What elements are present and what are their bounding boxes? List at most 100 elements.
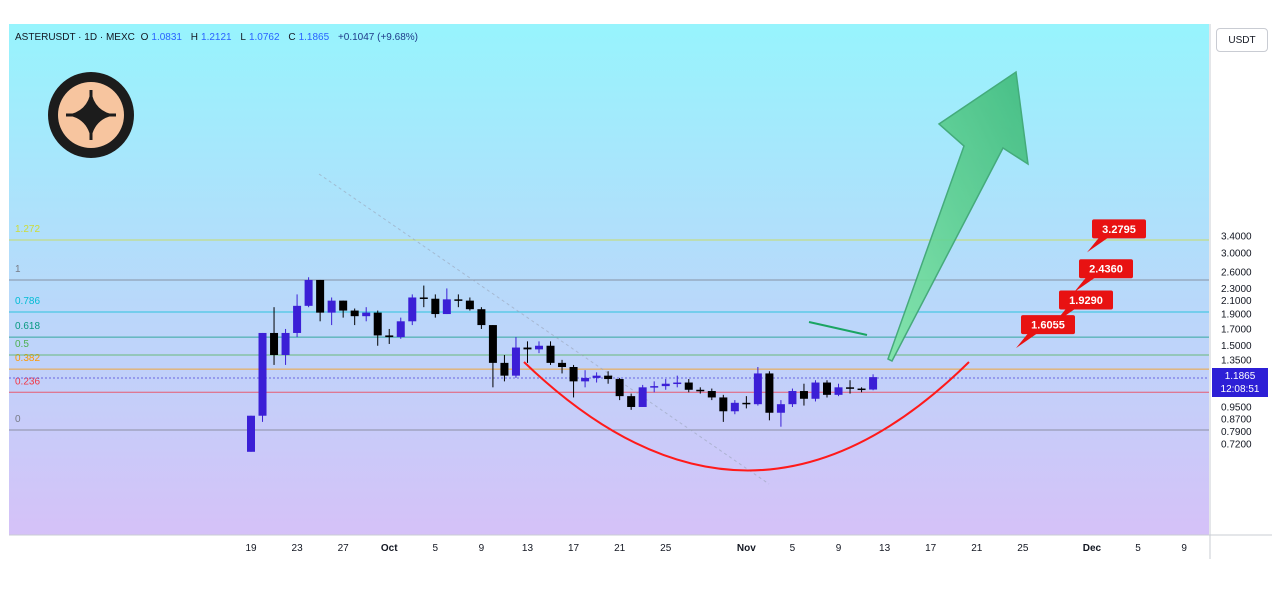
countdown-timer: 12:08:51: [1220, 384, 1260, 395]
candle-body: [373, 312, 382, 336]
candle-body: [442, 299, 451, 315]
x-tick-label: 5: [433, 543, 439, 554]
candle-body: [846, 387, 855, 389]
candle-body: [627, 396, 636, 407]
symbol-label: ASTERUSDT · 1D · MEXC: [15, 32, 135, 43]
target-pointer: [1087, 236, 1110, 253]
candle-body: [316, 279, 325, 313]
candle-body: [742, 402, 751, 405]
fib-level-label: 0.236: [15, 376, 40, 387]
y-tick-label: 0.8700: [1221, 414, 1252, 425]
y-tick-label: 0.7900: [1221, 427, 1252, 438]
candle-body: [569, 367, 578, 382]
fib-level-label: 0.5: [15, 339, 29, 350]
x-tick-label: Nov: [737, 543, 756, 554]
y-tick-label: 3.0000: [1221, 248, 1252, 259]
candle-body: [834, 387, 843, 395]
x-tick-label: 25: [1017, 543, 1029, 554]
x-tick-label: 9: [479, 543, 485, 554]
star-icon: [66, 90, 116, 140]
x-tick-label: 23: [292, 543, 304, 554]
candle-body: [304, 279, 313, 306]
candle-body: [408, 297, 417, 322]
target-label-2: 1.9290: [1069, 295, 1103, 307]
target-label-box: [1059, 290, 1113, 310]
candle-body: [431, 298, 440, 315]
candle-body: [788, 391, 797, 405]
candle-body: [776, 404, 785, 413]
x-tick-label: 17: [568, 543, 580, 554]
x-tick-label: 13: [879, 543, 891, 554]
fib-level-label: 1: [15, 264, 21, 275]
candle-body: [604, 375, 613, 380]
candle-body: [869, 377, 878, 390]
candle-body: [719, 397, 728, 412]
y-tick-label: 1.5000: [1221, 341, 1252, 352]
candle-body: [799, 391, 808, 399]
candle-body: [511, 347, 520, 376]
time-axis-background: [9, 535, 1272, 559]
x-tick-label: 5: [790, 543, 796, 554]
x-tick-label: 25: [660, 543, 672, 554]
x-tick-label: 13: [522, 543, 534, 554]
candle-body: [753, 373, 762, 405]
candle-body: [857, 388, 866, 391]
candle-body: [661, 383, 670, 387]
candle-body: [546, 345, 555, 363]
x-tick-label: 21: [971, 543, 983, 554]
candle-body: [730, 402, 739, 412]
candle-body: [707, 391, 716, 398]
x-tick-label: Dec: [1083, 543, 1102, 554]
candle-body: [281, 332, 290, 355]
candle-body: [823, 382, 831, 395]
currency-unit-button[interactable]: USDT: [1216, 28, 1268, 52]
y-tick-label: 1.3500: [1221, 355, 1252, 366]
close-label: C 1.1865: [288, 32, 330, 43]
candles: [247, 277, 878, 452]
candle-body: [811, 382, 820, 399]
candle-body: [270, 332, 279, 355]
candle-body: [684, 382, 693, 390]
fib-level-label: 0.618: [15, 321, 40, 332]
x-tick-label: 9: [836, 543, 842, 554]
target-label-3: 2.4360: [1089, 264, 1123, 276]
aster-logo: [48, 72, 134, 158]
target-pointer: [1074, 276, 1097, 293]
fib-level-label: 0: [15, 414, 21, 425]
y-tick-label: 2.6000: [1221, 267, 1252, 278]
price-axis-background: [1210, 24, 1272, 535]
aster-logo-inner: [58, 82, 124, 148]
candle-body: [419, 297, 428, 299]
target-arrow: [887, 70, 1029, 363]
candle-body: [488, 325, 497, 363]
candle-body: [350, 310, 359, 317]
y-tick-label: 2.3000: [1221, 284, 1252, 295]
trend-dotted-line: [318, 173, 770, 485]
rounding-bottom-arc: [523, 361, 970, 472]
candle-body: [362, 312, 371, 317]
candle-body: [581, 377, 590, 382]
candle-body: [327, 300, 336, 313]
candle-body: [339, 300, 348, 311]
target-labels: 1.6055 1.9290 2.4360 3.2795: [1016, 219, 1146, 349]
price-chart[interactable]: 0 0.236 0.382 0.5 0.618 0.786 1 1.272 1.6055 1.9…: [9, 24, 1272, 559]
y-tick-label: 3.4000: [1221, 232, 1252, 243]
x-tick-label: 5: [1135, 543, 1141, 554]
fib-retracement[interactable]: 0 0.236 0.382 0.5 0.618 0.786 1 1.272: [9, 224, 1209, 431]
change-label: +0.1047 (+9.68%): [337, 32, 418, 43]
time-axis[interactable]: 19 23 27 Oct 5 9 13 17 21 25 Nov 5 9 13 17 21 25 Dec 5 9: [245, 543, 1187, 554]
fib-level-label: 0.382: [15, 353, 40, 364]
y-tick-label: 1.7000: [1221, 324, 1252, 335]
candle-body: [396, 321, 405, 338]
target-label-box: [1021, 315, 1075, 335]
candle-body: [535, 345, 543, 350]
candle-body: [638, 387, 647, 407]
target-pointer: [1054, 307, 1077, 324]
candle-body: [293, 305, 302, 333]
target-pointer: [1016, 332, 1039, 349]
low-label: L 1.0762: [240, 32, 280, 43]
y-tick-label: 0.9500: [1221, 402, 1252, 413]
chart-frame[interactable]: 0 0.236 0.382 0.5 0.618 0.786 1 1.272 1.6055 1.9…: [9, 24, 1272, 559]
fib-level-label: 0.786: [15, 296, 40, 307]
